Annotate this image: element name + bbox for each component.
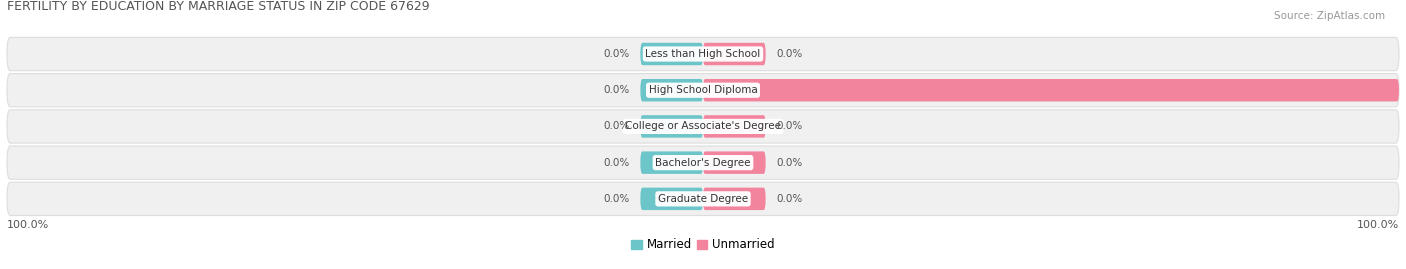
FancyBboxPatch shape: [640, 43, 703, 65]
FancyBboxPatch shape: [7, 182, 1399, 215]
FancyBboxPatch shape: [703, 151, 766, 174]
FancyBboxPatch shape: [703, 188, 766, 210]
Text: 0.0%: 0.0%: [603, 85, 630, 95]
FancyBboxPatch shape: [640, 79, 703, 101]
Text: 0.0%: 0.0%: [776, 121, 803, 132]
Text: Source: ZipAtlas.com: Source: ZipAtlas.com: [1274, 11, 1385, 21]
Text: 0.0%: 0.0%: [603, 158, 630, 168]
FancyBboxPatch shape: [703, 115, 766, 138]
Text: Bachelor's Degree: Bachelor's Degree: [655, 158, 751, 168]
Text: Graduate Degree: Graduate Degree: [658, 194, 748, 204]
Text: High School Diploma: High School Diploma: [648, 85, 758, 95]
FancyBboxPatch shape: [7, 73, 1399, 107]
FancyBboxPatch shape: [7, 37, 1399, 71]
FancyBboxPatch shape: [640, 115, 703, 138]
FancyBboxPatch shape: [7, 146, 1399, 179]
Text: 100.0%: 100.0%: [7, 220, 49, 230]
FancyBboxPatch shape: [703, 43, 766, 65]
Text: 0.0%: 0.0%: [603, 121, 630, 132]
Text: FERTILITY BY EDUCATION BY MARRIAGE STATUS IN ZIP CODE 67629: FERTILITY BY EDUCATION BY MARRIAGE STATU…: [7, 1, 430, 13]
FancyBboxPatch shape: [640, 151, 703, 174]
Text: 100.0%: 100.0%: [1357, 220, 1399, 230]
Legend: Married, Unmarried: Married, Unmarried: [627, 234, 779, 256]
FancyBboxPatch shape: [7, 110, 1399, 143]
Text: 0.0%: 0.0%: [776, 49, 803, 59]
Text: College or Associate's Degree: College or Associate's Degree: [626, 121, 780, 132]
Text: 0.0%: 0.0%: [776, 158, 803, 168]
FancyBboxPatch shape: [703, 79, 1399, 101]
Text: Less than High School: Less than High School: [645, 49, 761, 59]
Text: 0.0%: 0.0%: [603, 194, 630, 204]
Text: 0.0%: 0.0%: [603, 49, 630, 59]
FancyBboxPatch shape: [640, 188, 703, 210]
Text: 0.0%: 0.0%: [776, 194, 803, 204]
